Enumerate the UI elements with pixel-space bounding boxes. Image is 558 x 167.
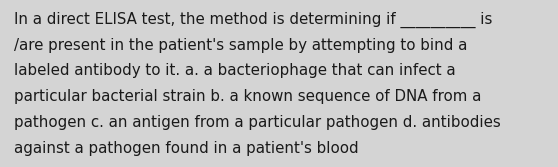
Text: against a pathogen found in a patient's blood: against a pathogen found in a patient's … bbox=[14, 141, 359, 156]
Text: /are present in the patient's sample by attempting to bind a: /are present in the patient's sample by … bbox=[14, 38, 468, 53]
Text: labeled antibody to it. a. a bacteriophage that can infect a: labeled antibody to it. a. a bacteriopha… bbox=[14, 63, 455, 78]
Text: pathogen c. an antigen from a particular pathogen d. antibodies: pathogen c. an antigen from a particular… bbox=[14, 115, 501, 130]
Text: particular bacterial strain b. a known sequence of DNA from a: particular bacterial strain b. a known s… bbox=[14, 89, 482, 104]
Text: In a direct ELISA test, the method is determining if __________ is: In a direct ELISA test, the method is de… bbox=[14, 12, 492, 28]
